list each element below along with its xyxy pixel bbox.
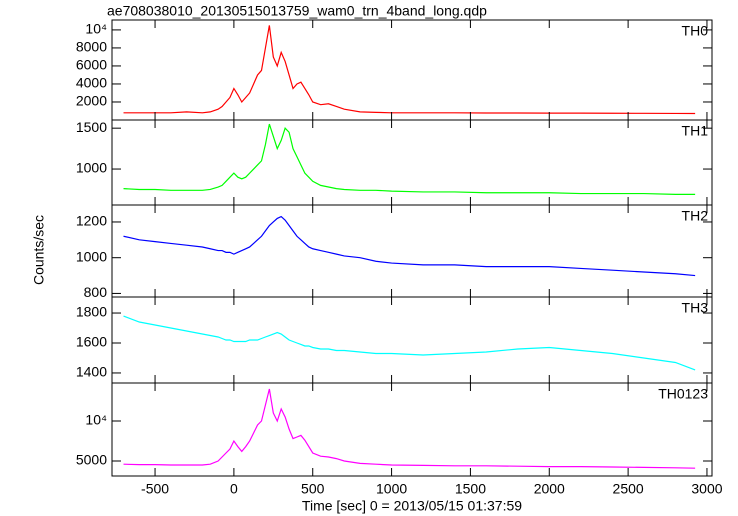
x-tick-label: 500: [301, 481, 325, 497]
legend-label: TH3: [682, 300, 709, 316]
y-tick-label: 1600: [76, 334, 107, 350]
data-line: [123, 215, 696, 277]
y-axis-label: Counts/sec: [31, 215, 47, 285]
y-tick-label: 6000: [76, 57, 107, 73]
y-tick-label: 5000: [76, 452, 107, 468]
legend-label: TH2: [682, 208, 709, 224]
panel-frame: [111, 382, 713, 477]
x-tick-label: 2000: [534, 481, 565, 497]
data-line: [123, 25, 696, 115]
data-line: [123, 388, 696, 469]
legend-label: TH1: [682, 123, 709, 139]
y-tick-label: 2000: [76, 93, 107, 109]
y-tick-label: 1200: [76, 213, 107, 229]
y-tick-label: 1400: [76, 364, 107, 380]
y-tick-label: 1000: [76, 160, 107, 176]
x-axis-label: Time [sec] 0 = 2013/05/15 01:37:59: [302, 498, 522, 514]
y-tick-label: 10⁴: [85, 21, 107, 37]
chart-title: ae708038010_20130515013759_wam0_trn_4ban…: [107, 3, 487, 19]
y-tick-label: 4000: [76, 75, 107, 91]
y-tick-label: 8000: [76, 39, 107, 55]
data-line: [123, 315, 696, 371]
x-tick-label: -500: [141, 481, 169, 497]
y-tick-label: 1800: [76, 304, 107, 320]
data-line: [123, 123, 696, 195]
y-tick-label: 800: [84, 284, 108, 300]
y-tick-label: 10⁴: [85, 412, 107, 428]
legend-label: TH0: [682, 23, 709, 39]
y-tick-label: 1000: [76, 248, 107, 264]
legend-label: TH0123: [658, 386, 708, 402]
x-tick-label: 1000: [376, 481, 407, 497]
x-tick-label: 0: [230, 481, 238, 497]
x-tick-label: 3000: [691, 481, 722, 497]
x-tick-label: 2500: [613, 481, 644, 497]
y-tick-label: 1500: [76, 119, 107, 135]
x-tick-label: 1500: [455, 481, 486, 497]
